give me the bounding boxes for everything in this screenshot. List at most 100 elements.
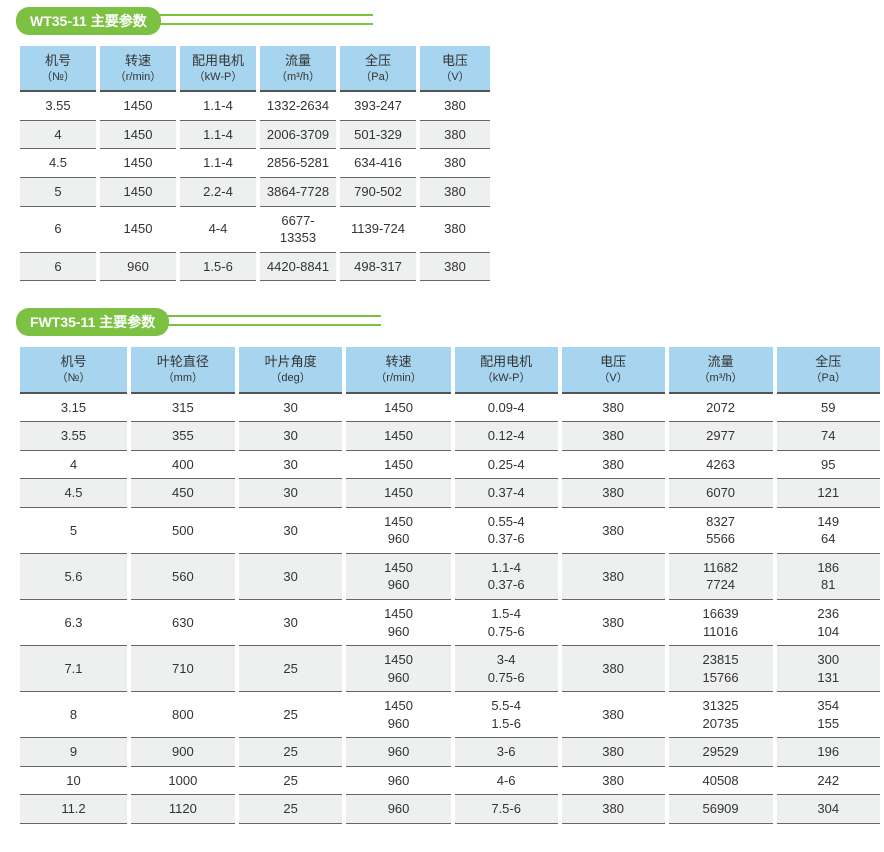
table-cell: 196: [777, 738, 880, 767]
table-cell: 74: [777, 422, 880, 451]
table-cell: 2006-3709: [260, 121, 336, 150]
table-cell: 59: [777, 394, 880, 423]
section-title-2: FWT35-11 主要参数: [16, 308, 169, 336]
column-header: 叶轮直径（mm）: [131, 347, 235, 393]
table-cell: 315: [131, 394, 235, 423]
table-cell: 380: [562, 767, 665, 796]
table-cell: 25: [239, 767, 343, 796]
table-cell: 1450: [346, 422, 450, 451]
table-cell: 790-502: [340, 178, 416, 207]
stripes-decor: [153, 13, 373, 29]
table-cell: 630: [131, 600, 235, 646]
column-header: 叶片角度（deg）: [239, 347, 343, 393]
table-cell: 1139-724: [340, 207, 416, 253]
table-cell: 1.1-4: [180, 149, 256, 178]
table-cell: 960: [100, 253, 176, 282]
table-cell: 116827724: [669, 554, 773, 600]
table-cell: 1120: [131, 795, 235, 824]
table-cell: 1663911016: [669, 600, 773, 646]
table-cell: 30: [239, 600, 343, 646]
table-cell: 501-329: [340, 121, 416, 150]
table-wt35: 机号（№）转速（r/min）配用电机（kW-P）流量（m³/h）全压（Pa）电压…: [16, 46, 494, 281]
table-cell: 380: [562, 508, 665, 554]
table-cell: 380: [562, 600, 665, 646]
table-cell: 300131: [777, 646, 880, 692]
table-cell: 450: [131, 479, 235, 508]
table-cell: 380: [562, 554, 665, 600]
table-cell: 4.5: [20, 479, 127, 508]
table-row: 514502.2-43864-7728790-502380: [20, 178, 490, 207]
table-cell: 95: [777, 451, 880, 480]
column-header: 转速（r/min）: [100, 46, 176, 92]
table-cell: 121: [777, 479, 880, 508]
table-cell: 380: [420, 121, 490, 150]
table-cell: 1.1-40.37-6: [455, 554, 558, 600]
table-cell: 3-40.75-6: [455, 646, 558, 692]
table-cell: 4-4: [180, 207, 256, 253]
column-header: 流量（m³/h）: [260, 46, 336, 92]
table-cell: 4420-8841: [260, 253, 336, 282]
table-cell: 900: [131, 738, 235, 767]
table-cell: 30: [239, 479, 343, 508]
table-cell: 960: [346, 795, 450, 824]
table-cell: 4-6: [455, 767, 558, 796]
table-cell: 400: [131, 451, 235, 480]
table-cell: 40508: [669, 767, 773, 796]
table-cell: 3864-7728: [260, 178, 336, 207]
table-cell: 25: [239, 646, 343, 692]
table-cell: 1.5-40.75-6: [455, 600, 558, 646]
table-cell: 380: [562, 422, 665, 451]
table-cell: 960: [346, 767, 450, 796]
table-cell: 0.37-4: [455, 479, 558, 508]
table-cell: 634-416: [340, 149, 416, 178]
table-cell: 4.5: [20, 149, 96, 178]
table-cell: 380: [562, 394, 665, 423]
table-cell: 10: [20, 767, 127, 796]
table-cell: 18681: [777, 554, 880, 600]
table-cell: 1450960: [346, 554, 450, 600]
table-cell: 14964: [777, 508, 880, 554]
table-row: 3.553553014500.12-4380297774: [20, 422, 880, 451]
table-cell: 1450: [346, 394, 450, 423]
table-cell: 380: [420, 149, 490, 178]
table-cell: 2856-5281: [260, 149, 336, 178]
table-cell: 960: [346, 738, 450, 767]
table-cell: 30: [239, 451, 343, 480]
table-cell: 25: [239, 795, 343, 824]
table-cell: 3.55: [20, 422, 127, 451]
table-row: 414501.1-42006-3709501-329380: [20, 121, 490, 150]
column-header: 全压（Pa）: [777, 347, 880, 393]
table-cell: 1450960: [346, 646, 450, 692]
table-cell: 7.1: [20, 646, 127, 692]
table-cell: 30: [239, 554, 343, 600]
table-cell: 354155: [777, 692, 880, 738]
table-cell: 0.12-4: [455, 422, 558, 451]
table-cell: 1450: [100, 149, 176, 178]
table-cell: 380: [562, 451, 665, 480]
table-cell: 1450: [100, 178, 176, 207]
table-cell: 30: [239, 508, 343, 554]
column-header: 电压（V）: [562, 347, 665, 393]
column-header: 流量（m³/h）: [669, 347, 773, 393]
table-cell: 560: [131, 554, 235, 600]
table-row: 9900259603-638029529196: [20, 738, 880, 767]
table-row: 69601.5-64420-8841498-317380: [20, 253, 490, 282]
table-cell: 4: [20, 451, 127, 480]
table-row: 55003014509600.55-40.37-6380832755661496…: [20, 508, 880, 554]
table-row: 101000259604-638040508242: [20, 767, 880, 796]
table-cell: 4: [20, 121, 96, 150]
table-cell: 30: [239, 394, 343, 423]
table-cell: 800: [131, 692, 235, 738]
table-cell: 30: [239, 422, 343, 451]
table-cell: 1332-2634: [260, 92, 336, 121]
table-cell: 5: [20, 508, 127, 554]
table-cell: 1450960: [346, 508, 450, 554]
table-cell: 56909: [669, 795, 773, 824]
table-cell: 236104: [777, 600, 880, 646]
table-cell: 6070: [669, 479, 773, 508]
table-cell: 1450960: [346, 600, 450, 646]
table-cell: 25: [239, 692, 343, 738]
table-cell: 380: [420, 253, 490, 282]
table-cell: 6677-13353: [260, 207, 336, 253]
table-row: 44003014500.25-4380426395: [20, 451, 880, 480]
